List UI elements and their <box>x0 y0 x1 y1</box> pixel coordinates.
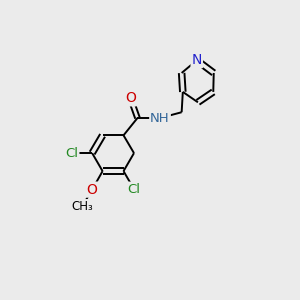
Text: Cl: Cl <box>128 183 140 196</box>
Text: N: N <box>192 53 202 67</box>
Text: O: O <box>125 92 136 105</box>
Text: Cl: Cl <box>65 147 78 160</box>
Text: O: O <box>87 183 98 196</box>
Text: CH₃: CH₃ <box>71 200 93 213</box>
Text: NH: NH <box>150 112 170 124</box>
